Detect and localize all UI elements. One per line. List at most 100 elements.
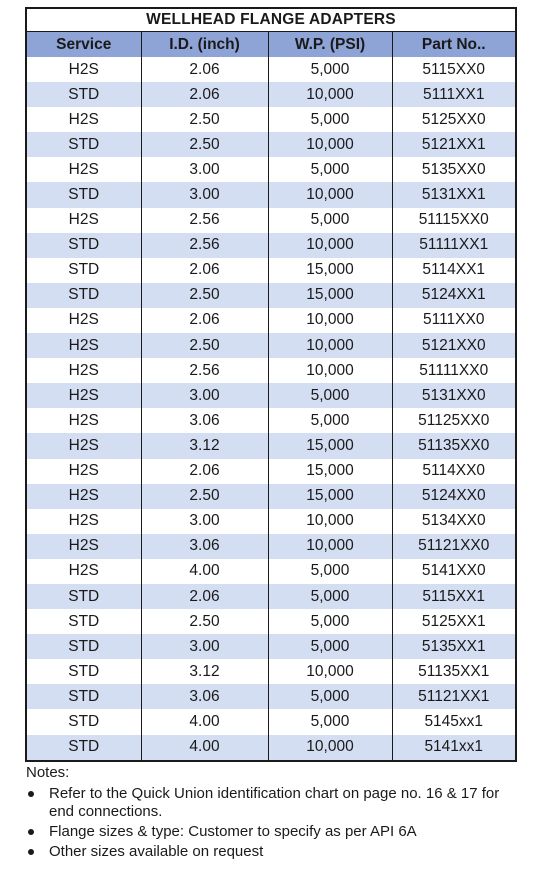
cell-service: H2S — [27, 483, 141, 509]
cell-part-no: 5141XX0 — [391, 558, 515, 584]
cell-part-no: 5134XX0 — [391, 508, 515, 534]
cell-part-no: 51125XX0 — [391, 408, 515, 434]
cell-part-no: 5141xx1 — [391, 734, 515, 760]
cell-wp-psi: 10,000 — [267, 508, 392, 534]
table-row: STD 2.50 15,000 5124XX1 — [27, 282, 515, 308]
table-row: H2S 2.50 10,000 5121XX0 — [27, 333, 515, 359]
cell-part-no: 51111XX0 — [391, 358, 515, 384]
cell-wp-psi: 10,000 — [267, 132, 392, 158]
header-service: Service — [27, 31, 141, 57]
cell-id-inch: 2.06 — [140, 57, 268, 83]
table-row: H2S 2.06 10,000 5111XX0 — [27, 307, 515, 334]
cell-wp-psi: 15,000 — [267, 433, 392, 459]
cell-id-inch: 2.50 — [140, 107, 268, 133]
cell-service: H2S — [27, 458, 141, 484]
table-row: H2S 3.00 5,000 5131XX0 — [27, 383, 515, 409]
cell-part-no: 5124XX1 — [391, 282, 515, 308]
table-row: STD 2.06 5,000 5115XX1 — [27, 583, 515, 610]
cell-part-no: 5125XX1 — [391, 609, 515, 635]
cell-id-inch: 3.06 — [140, 684, 268, 710]
cell-wp-psi: 5,000 — [267, 583, 392, 610]
note-item: Other sizes available on request — [26, 843, 526, 861]
cell-service: STD — [27, 609, 141, 635]
cell-part-no: 5135XX0 — [391, 157, 515, 183]
cell-wp-psi: 15,000 — [267, 483, 392, 509]
cell-service: STD — [27, 132, 141, 158]
note-text: Flange sizes & type: Customer to specify… — [49, 823, 417, 840]
cell-wp-psi: 5,000 — [267, 558, 392, 584]
cell-id-inch: 2.56 — [140, 358, 268, 384]
cell-wp-psi: 10,000 — [267, 82, 392, 108]
table-row: STD 3.00 10,000 5131XX1 — [27, 182, 515, 208]
cell-id-inch: 2.50 — [140, 333, 268, 359]
cell-wp-psi: 5,000 — [267, 383, 392, 409]
cell-service: H2S — [27, 333, 141, 359]
cell-id-inch: 2.06 — [140, 583, 268, 610]
cell-wp-psi: 10,000 — [267, 659, 392, 685]
cell-service: H2S — [27, 107, 141, 133]
cell-wp-psi: 10,000 — [267, 182, 392, 208]
cell-service: STD — [27, 659, 141, 685]
cell-wp-psi: 15,000 — [267, 257, 392, 283]
table-title: WELLHEAD FLANGE ADAPTERS — [27, 9, 515, 32]
table-row: H2S 3.12 15,000 51135XX0 — [27, 433, 515, 459]
cell-service: H2S — [27, 157, 141, 183]
table-row: STD 4.00 10,000 5141xx1 — [27, 734, 515, 760]
cell-service: H2S — [27, 383, 141, 409]
note-text: Refer to the Quick Union identification … — [49, 785, 500, 820]
cell-service: STD — [27, 182, 141, 208]
cell-service: H2S — [27, 307, 141, 334]
table-row: H2S 2.06 15,000 5114XX0 — [27, 458, 515, 484]
table-row: H2S 2.56 5,000 51115XX0 — [27, 207, 515, 233]
cell-part-no: 51115XX0 — [391, 207, 515, 233]
cell-wp-psi: 10,000 — [267, 358, 392, 384]
cell-wp-psi: 10,000 — [267, 333, 392, 359]
cell-service: STD — [27, 282, 141, 308]
cell-service: STD — [27, 583, 141, 610]
table-row: STD 3.06 5,000 51121XX1 — [27, 684, 515, 710]
cell-id-inch: 3.00 — [140, 634, 268, 660]
cell-service: H2S — [27, 533, 141, 559]
notes-list: Refer to the Quick Union identification … — [26, 785, 526, 861]
cell-service: STD — [27, 82, 141, 108]
cell-id-inch: 3.00 — [140, 383, 268, 409]
table-row: H2S 3.00 5,000 5135XX0 — [27, 157, 515, 183]
cell-id-inch: 3.00 — [140, 508, 268, 534]
cell-part-no: 51135XX1 — [391, 659, 515, 685]
cell-id-inch: 2.50 — [140, 609, 268, 635]
table-row: STD 4.00 5,000 5145xx1 — [27, 709, 515, 735]
cell-wp-psi: 5,000 — [267, 207, 392, 233]
cell-part-no: 5124XX0 — [391, 483, 515, 509]
cell-wp-psi: 5,000 — [267, 107, 392, 133]
cell-part-no: 5135XX1 — [391, 634, 515, 660]
cell-part-no: 51135XX0 — [391, 433, 515, 459]
cell-service: H2S — [27, 57, 141, 83]
cell-id-inch: 2.06 — [140, 82, 268, 108]
cell-part-no: 5111XX0 — [391, 307, 515, 334]
cell-wp-psi: 5,000 — [267, 609, 392, 635]
bullet-icon — [28, 829, 34, 835]
note-text: Other sizes available on request — [49, 843, 264, 860]
cell-id-inch: 2.56 — [140, 207, 268, 233]
cell-id-inch: 4.00 — [140, 558, 268, 584]
cell-id-inch: 2.50 — [140, 483, 268, 509]
notes-heading: Notes: — [26, 764, 70, 781]
cell-part-no: 51121XX0 — [391, 533, 515, 559]
flange-adapters-table: WELLHEAD FLANGE ADAPTERS Service I.D. (i… — [27, 9, 515, 760]
cell-id-inch: 2.06 — [140, 307, 268, 334]
cell-service: H2S — [27, 358, 141, 384]
cell-part-no: 5115XX1 — [391, 583, 515, 610]
flange-adapters-table-frame: WELLHEAD FLANGE ADAPTERS Service I.D. (i… — [25, 7, 517, 762]
cell-service: H2S — [27, 207, 141, 233]
table-row: STD 3.00 5,000 5135XX1 — [27, 634, 515, 660]
header-id-inch: I.D. (inch) — [140, 31, 268, 57]
cell-wp-psi: 5,000 — [267, 408, 392, 434]
cell-service: STD — [27, 734, 141, 760]
cell-id-inch: 3.00 — [140, 157, 268, 183]
bullet-icon — [28, 791, 34, 797]
cell-wp-psi: 10,000 — [267, 232, 392, 258]
cell-part-no: 5131XX0 — [391, 383, 515, 409]
cell-id-inch: 3.12 — [140, 433, 268, 459]
cell-service: STD — [27, 684, 141, 710]
cell-service: STD — [27, 709, 141, 735]
